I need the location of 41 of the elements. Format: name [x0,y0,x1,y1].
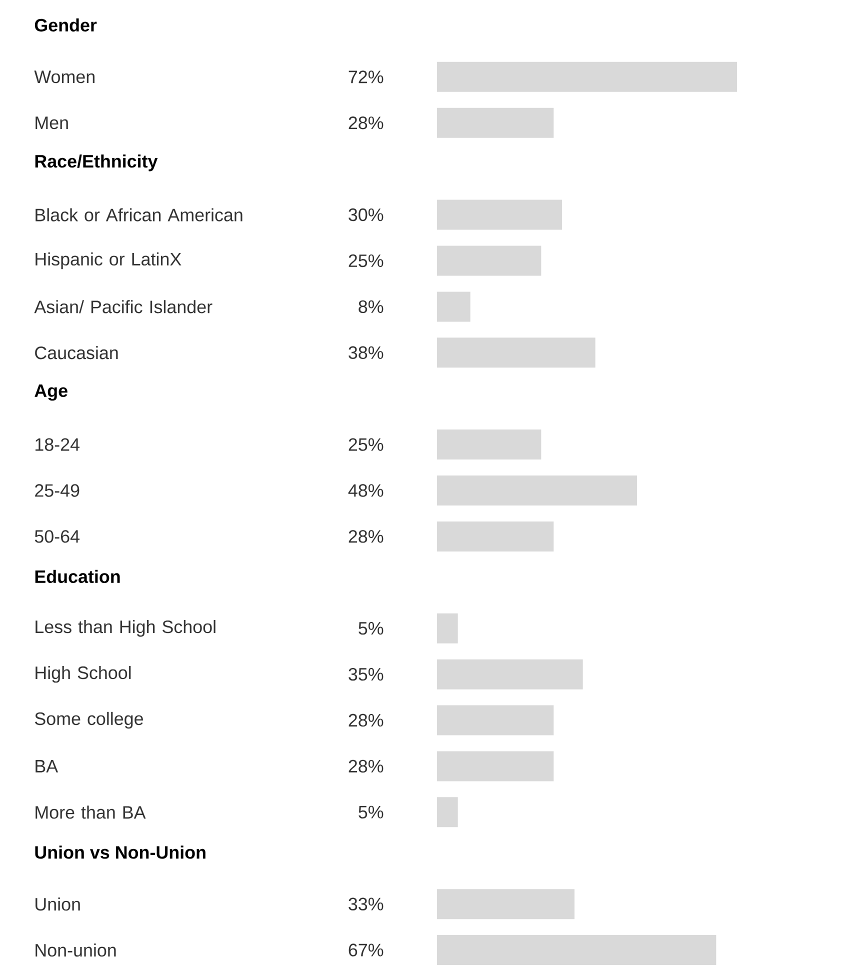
data-label: 8% [358,300,384,314]
data-label: 5% [358,806,384,818]
data-label: 33% [348,898,384,910]
y-tick-label: 25-49 [35,484,80,497]
y-tick-label: More than BA [36,806,146,819]
bar [437,200,562,230]
text: Age [34,384,68,401]
y-tick-label: Men [36,116,68,130]
data-label: 48% [348,484,384,497]
y-tick-label: Non-union [36,943,116,957]
data-label: 25% [348,438,384,451]
y-tick-label: Union [36,897,80,911]
data-label: 28% [348,714,384,727]
data-label: 28% [348,116,384,130]
y-tick-label: High School [36,666,131,683]
y-tick-label: Hispanic or LatinX [36,252,182,270]
data-label: 30% [348,208,384,222]
text: Race/Ethnicity [35,154,158,172]
data-label: 28% [348,530,384,543]
text: Gender [34,18,97,32]
data-label: 28% [348,760,384,773]
y-tick-label: 50-64 [34,530,80,543]
y-tick-label: Asian/ Pacific Islander [34,300,212,314]
text: Education [35,570,120,584]
data-label: 72% [348,70,384,84]
data-label: 25% [348,254,384,268]
y-tick-label: 18-24 [36,438,80,451]
bar [437,292,470,322]
y-tick-label: Some college [34,712,143,729]
y-tick-label: Women [34,70,94,84]
y-tick-label: BA [36,760,58,772]
data-label: 67% [348,944,384,956]
data-label: 38% [348,346,384,359]
data-label: 5% [358,622,384,635]
data-label: 35% [348,668,384,681]
text: Union vs Non-Union [35,846,206,859]
y-tick-label: Black or African American [36,208,242,222]
y-tick-label: Caucasian [35,346,118,360]
bar [437,338,596,368]
bar [437,246,542,276]
y-tick-label: Less than High School [36,620,216,637]
